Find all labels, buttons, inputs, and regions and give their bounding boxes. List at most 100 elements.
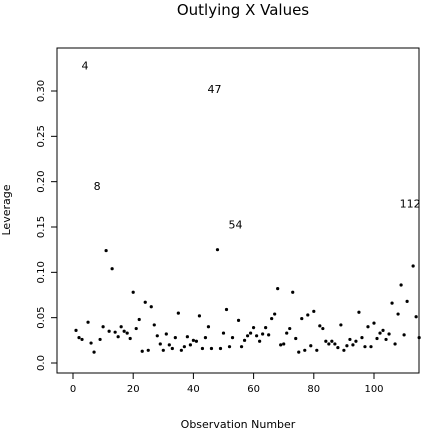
data-point [252, 326, 256, 330]
data-point [206, 325, 211, 329]
data-point [273, 312, 277, 316]
data-point [297, 350, 301, 354]
data-point [137, 317, 141, 322]
data-point [342, 348, 346, 352]
y-tick-label: 0.10 [36, 261, 47, 283]
data-point [179, 348, 183, 352]
data-point [131, 290, 135, 294]
data-point [158, 342, 162, 346]
data-point [402, 333, 406, 337]
data-point [224, 307, 229, 312]
data-point [191, 338, 195, 342]
point-labels: 4 8 47 54 112 [82, 60, 421, 232]
data-point [351, 343, 355, 347]
data-point [399, 283, 403, 287]
data-point [396, 312, 400, 316]
data-point [282, 342, 286, 346]
outlier-label: 8 [94, 180, 101, 193]
data-point [215, 248, 220, 252]
data-point [369, 345, 373, 349]
data-point [134, 326, 138, 331]
outlier-label: 112 [400, 197, 421, 210]
data-point [218, 346, 223, 351]
data-point [303, 348, 307, 352]
x-axis-label: Observation Number [181, 418, 296, 430]
data-point [294, 336, 298, 341]
data-point [80, 337, 84, 342]
data-point [309, 344, 313, 348]
data-point [185, 335, 189, 339]
data-point [324, 339, 328, 343]
data-point [363, 345, 367, 349]
outlier-label: 47 [207, 83, 221, 96]
data-point [348, 337, 352, 342]
y-tick-label: 0.15 [36, 216, 47, 238]
data-point [306, 313, 310, 317]
data-point [86, 320, 90, 324]
data-point [261, 332, 265, 336]
data-point [300, 316, 304, 321]
data-point [264, 326, 268, 330]
data-point [143, 300, 147, 304]
data-point [333, 342, 337, 346]
data-point [390, 301, 394, 305]
y-tick-label: 0.05 [36, 307, 47, 329]
data-point [194, 339, 199, 343]
data-point [77, 336, 81, 340]
data-point [378, 331, 382, 335]
data-point [393, 342, 397, 346]
data-point [242, 338, 247, 342]
y-tick-label: 0.0 [36, 355, 47, 371]
data-point [405, 299, 409, 303]
data-point [176, 311, 180, 315]
x-tick-label: 40 [187, 384, 200, 395]
data-point [149, 305, 153, 309]
data-point [276, 287, 280, 291]
data-point [366, 325, 370, 329]
data-point [227, 345, 232, 349]
x-axis: 0 20 40 60 80 100 [70, 373, 384, 395]
data-point [119, 325, 123, 329]
data-point [279, 343, 283, 347]
data-point [345, 344, 349, 348]
outlier-label: 54 [229, 218, 243, 231]
data-point [318, 324, 322, 328]
data-point [285, 331, 289, 335]
data-point [267, 333, 271, 337]
data-point [381, 328, 385, 332]
data-point [92, 350, 96, 354]
data-point [414, 315, 418, 319]
data-point [354, 339, 358, 343]
x-tick-label: 100 [364, 384, 383, 395]
outlier-label: 4 [82, 60, 89, 73]
y-tick-label: 0.20 [36, 171, 47, 193]
data-point [89, 341, 93, 345]
data-point [221, 331, 226, 335]
data-point [197, 314, 202, 318]
plot-frame [56, 47, 420, 374]
y-axis: 0.0 0.05 0.10 0.15 0.20 0.25 0.30 [36, 80, 57, 371]
data-point [258, 339, 262, 343]
data-point [104, 248, 108, 253]
data-points [74, 248, 421, 354]
data-point [146, 348, 150, 352]
x-tick-label: 80 [307, 384, 320, 395]
data-point [113, 330, 117, 334]
data-point [164, 332, 168, 336]
data-point [375, 336, 379, 341]
data-point [101, 325, 105, 329]
data-point [230, 336, 235, 340]
data-point [315, 348, 319, 352]
data-point [255, 334, 259, 338]
data-point [417, 336, 421, 340]
data-point [152, 323, 156, 327]
data-point [170, 346, 174, 351]
data-point [312, 309, 316, 313]
data-point [209, 346, 214, 351]
data-point [270, 316, 274, 321]
data-point [167, 343, 171, 347]
data-point [74, 328, 78, 332]
data-point [116, 335, 120, 339]
x-tick-label: 60 [247, 384, 260, 395]
data-point [122, 329, 126, 333]
